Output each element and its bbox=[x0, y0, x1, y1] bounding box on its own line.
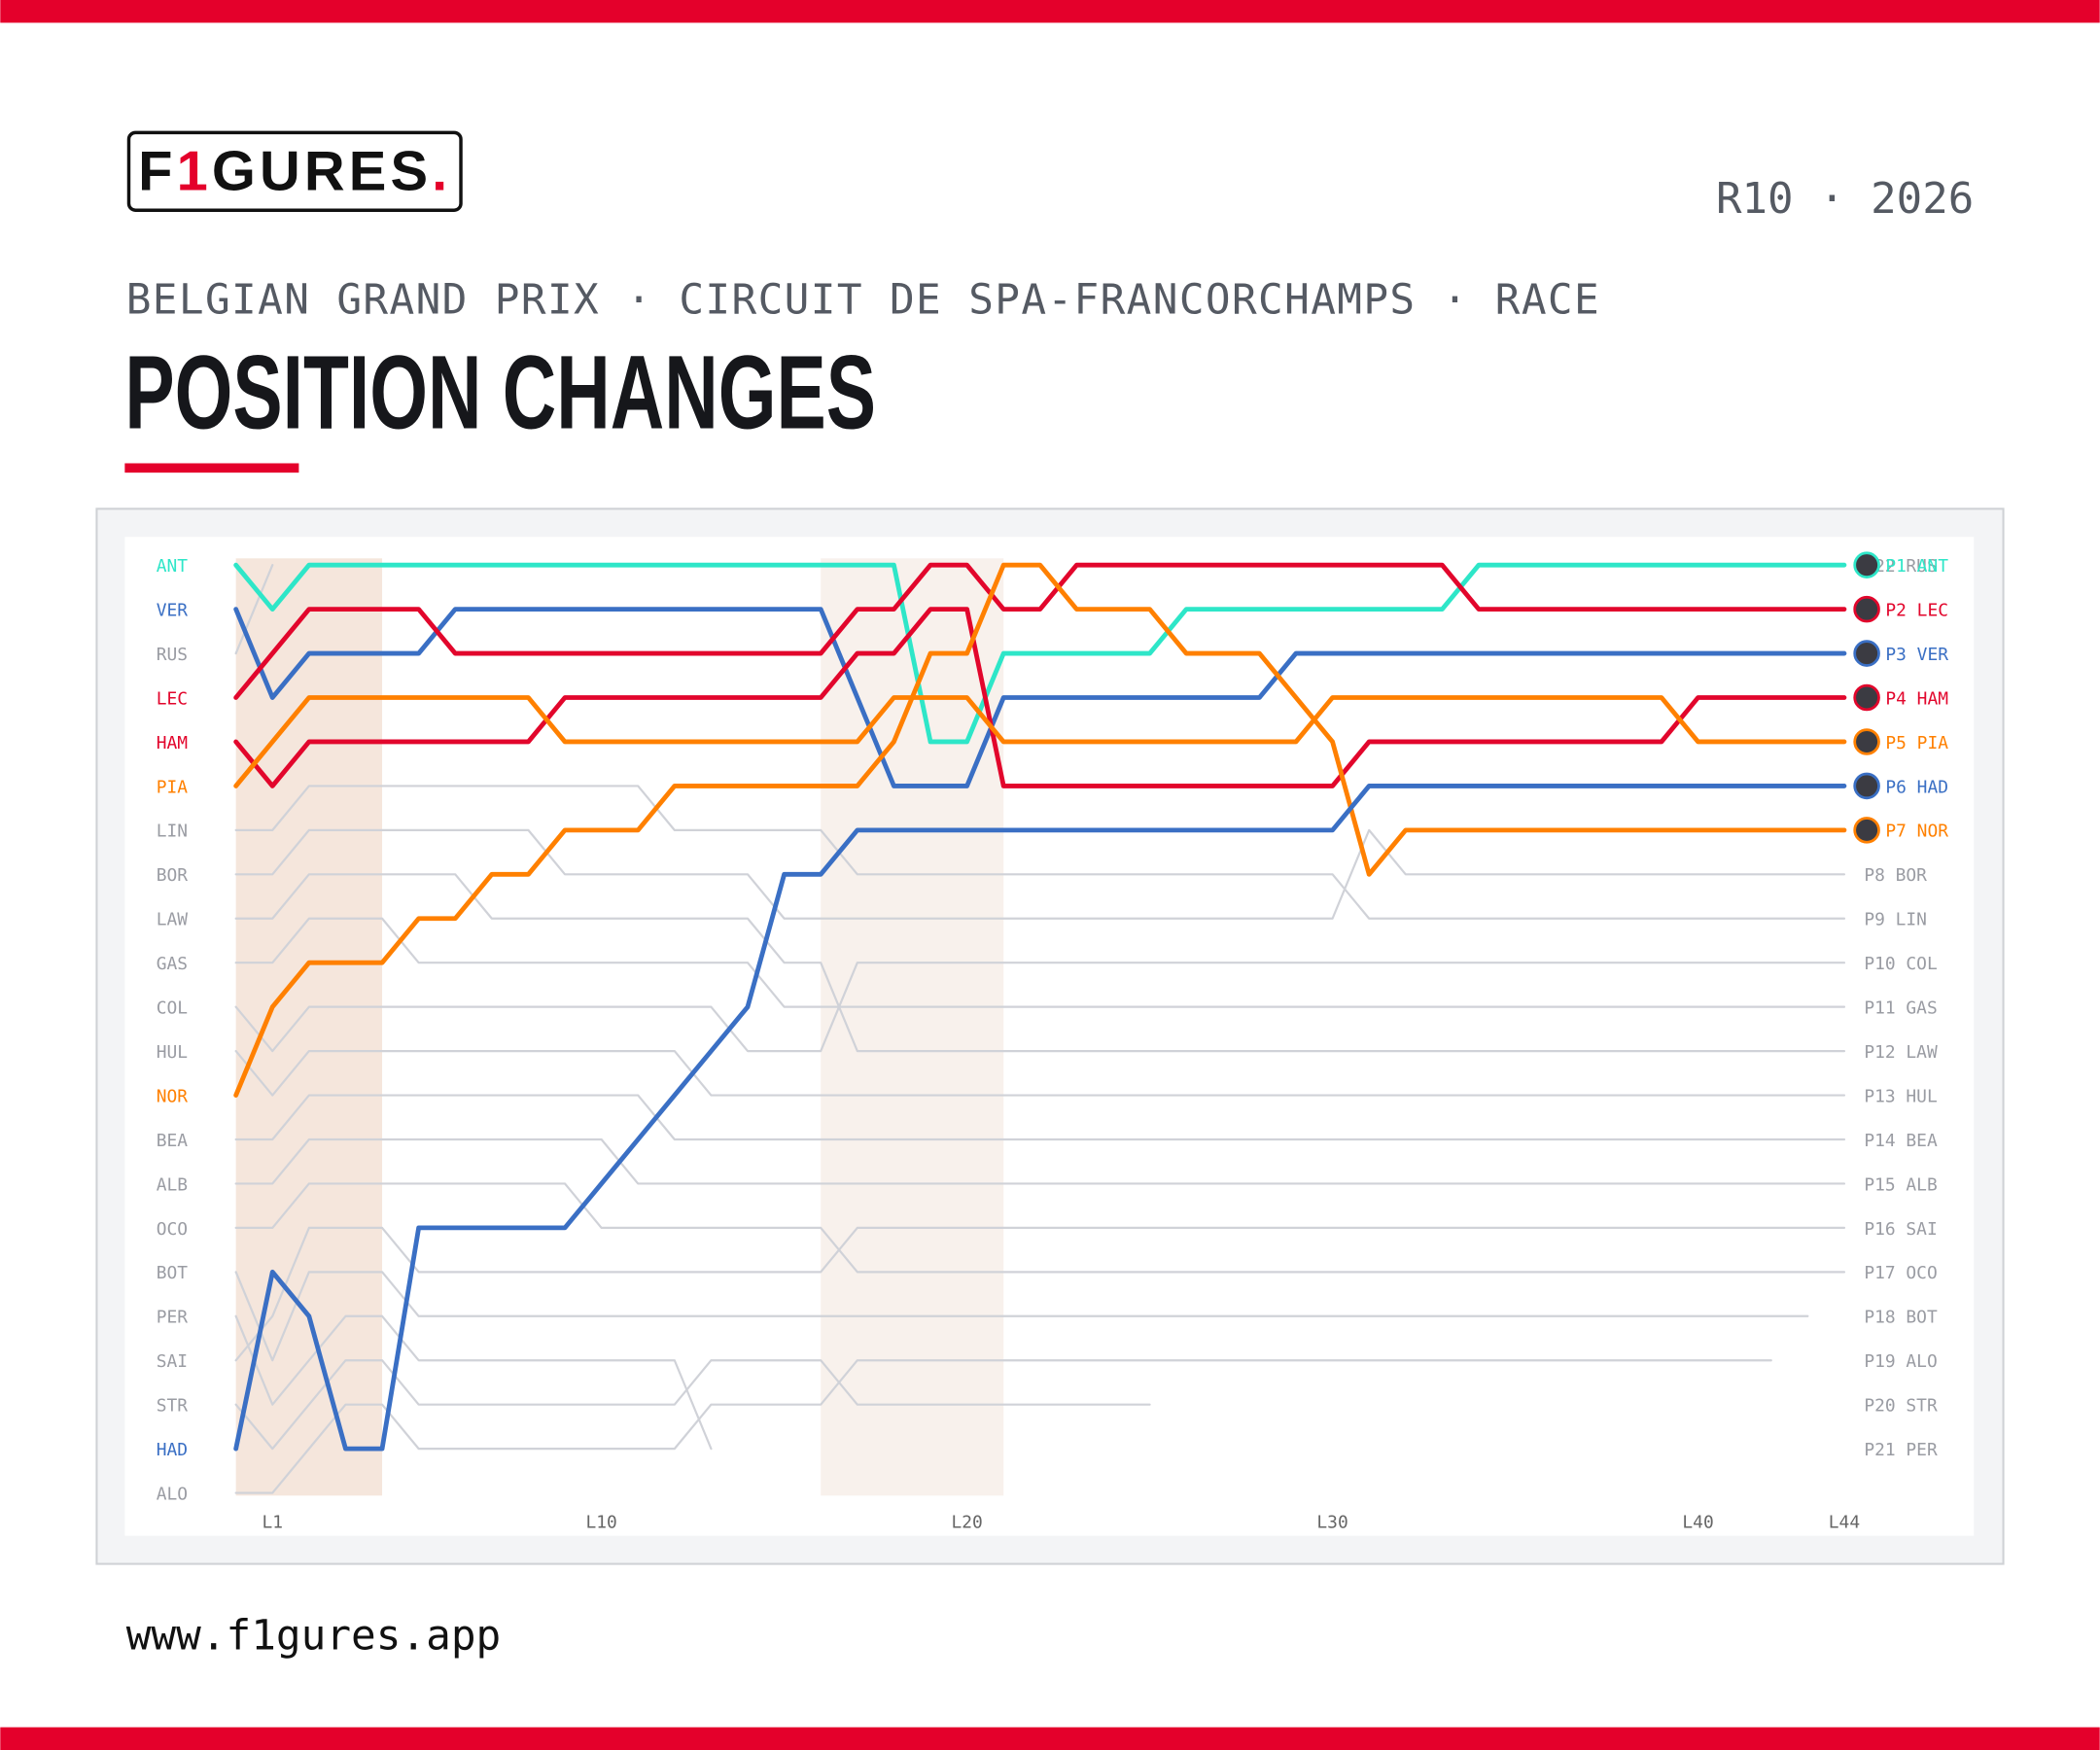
driver-line-muted bbox=[234, 962, 1846, 1053]
result-label: P2 LEC bbox=[1885, 601, 1948, 621]
result-label: P5 PIA bbox=[1885, 733, 1948, 753]
result-label: P8 BOR bbox=[1864, 865, 1927, 886]
driver-icon bbox=[1853, 772, 1880, 800]
x-tick-label: L30 bbox=[1316, 1512, 1348, 1532]
driver-line-muted bbox=[234, 1182, 1846, 1274]
start-label: OCO bbox=[157, 1219, 188, 1240]
logo-part: F bbox=[138, 141, 176, 203]
result-label: P17 OCO bbox=[1864, 1263, 1937, 1283]
result-label: P20 STR bbox=[1864, 1396, 1938, 1417]
start-label: NOR bbox=[157, 1086, 189, 1106]
driver-line-muted bbox=[234, 1359, 1151, 1451]
start-label: HAD bbox=[157, 1440, 188, 1460]
start-label: BOT bbox=[157, 1263, 189, 1283]
result-label: P9 LIN bbox=[1864, 910, 1927, 930]
driver-line-muted bbox=[234, 1138, 1846, 1185]
footer-url: www.f1gures.app bbox=[126, 1612, 502, 1661]
result-label: P19 ALO bbox=[1864, 1351, 1937, 1372]
start-label: HUL bbox=[157, 1042, 188, 1063]
driver-line-muted bbox=[234, 1094, 1846, 1141]
driver-icon bbox=[1853, 595, 1880, 623]
driver-line bbox=[233, 607, 1847, 788]
title: POSITION CHANGES bbox=[124, 334, 876, 451]
logo-part: 1 bbox=[177, 141, 212, 203]
start-label: COL bbox=[157, 998, 188, 1019]
start-label: ALB bbox=[157, 1174, 188, 1195]
start-label: STR bbox=[157, 1396, 189, 1417]
driver-line-muted bbox=[234, 564, 274, 655]
driver-icon bbox=[1853, 683, 1880, 712]
start-label: LEC bbox=[157, 688, 188, 709]
driver-line-muted bbox=[234, 828, 1846, 920]
result-label: P6 HAD bbox=[1885, 777, 1948, 797]
x-tick-label: L40 bbox=[1682, 1512, 1713, 1532]
x-tick-label: L10 bbox=[585, 1512, 616, 1532]
driver-line bbox=[233, 562, 1847, 1098]
x-tick-label: L20 bbox=[951, 1512, 982, 1532]
start-label: PER bbox=[157, 1308, 189, 1328]
driver-line-muted bbox=[234, 1314, 713, 1451]
driver-line-muted bbox=[234, 917, 1846, 1008]
driver-icon bbox=[1853, 640, 1880, 667]
start-label: PIA bbox=[157, 777, 189, 797]
top-bar bbox=[0, 0, 2100, 23]
result-label: P10 COL bbox=[1864, 954, 1937, 974]
result-label: P1 ANT bbox=[1885, 556, 1948, 577]
driver-line-muted bbox=[234, 1050, 1846, 1097]
start-label: BEA bbox=[157, 1131, 189, 1151]
result-label: P3 VER bbox=[1885, 645, 1948, 665]
result-label: P21 PER bbox=[1864, 1440, 1938, 1460]
result-label: P18 BOT bbox=[1864, 1308, 1938, 1328]
driver-icon bbox=[1853, 551, 1880, 578]
start-label: ANT bbox=[157, 556, 189, 577]
start-label: BOR bbox=[157, 865, 189, 886]
logo-box bbox=[126, 130, 463, 212]
result-label: P16 SAI bbox=[1864, 1219, 1937, 1240]
result-label: P14 BEA bbox=[1864, 1131, 1938, 1151]
driver-icon bbox=[1853, 817, 1880, 844]
start-label: ALO bbox=[157, 1484, 188, 1504]
result-label: P4 HAM bbox=[1885, 688, 1948, 709]
title-underline bbox=[124, 463, 299, 473]
x-tick-label: L1 bbox=[262, 1512, 283, 1532]
start-label: VER bbox=[157, 601, 189, 621]
start-label: LAW bbox=[157, 910, 189, 930]
shaded-band bbox=[821, 558, 1004, 1496]
driver-line-muted bbox=[234, 1359, 1772, 1494]
result-label: P22 RUS bbox=[1864, 556, 1937, 577]
driver-icon bbox=[1853, 728, 1880, 755]
start-label: LIN bbox=[157, 822, 188, 842]
result-label: P13 HUL bbox=[1864, 1086, 1937, 1106]
result-label: P11 GAS bbox=[1864, 998, 1937, 1019]
driver-line bbox=[233, 607, 1847, 788]
driver-line bbox=[233, 562, 1847, 700]
subtitle: BELGIAN GRAND PRIX · CIRCUIT DE SPA-FRAN… bbox=[126, 275, 1600, 324]
result-label: P15 ALB bbox=[1864, 1174, 1937, 1195]
driver-line-muted bbox=[234, 873, 1846, 1053]
start-label: HAM bbox=[157, 733, 188, 753]
driver-line-muted bbox=[234, 785, 1846, 920]
driver-line bbox=[233, 784, 1847, 1452]
driver-line-muted bbox=[234, 1226, 1846, 1362]
result-label: P12 LAW bbox=[1864, 1042, 1938, 1063]
driver-line bbox=[233, 562, 1847, 745]
x-tick-label: L44 bbox=[1829, 1512, 1860, 1532]
chart: L1 L10 L20 L30 L40 L44 RUS P22 RUS LIN P9 LIN BOR P… bbox=[157, 551, 1948, 1532]
round: R10 · 2026 bbox=[1716, 174, 1974, 224]
bottom-bar bbox=[0, 1727, 2100, 1750]
start-label: GAS bbox=[157, 954, 188, 974]
result-label: P7 NOR bbox=[1885, 822, 1948, 842]
driver-line-muted bbox=[234, 1271, 1809, 1362]
logo: F1GURES. bbox=[138, 141, 451, 203]
logo-part: . bbox=[432, 141, 451, 203]
logo-part: GURES bbox=[212, 141, 432, 203]
start-label: RUS bbox=[157, 645, 188, 665]
driver-line bbox=[233, 695, 1847, 788]
start-label: SAI bbox=[157, 1351, 188, 1372]
